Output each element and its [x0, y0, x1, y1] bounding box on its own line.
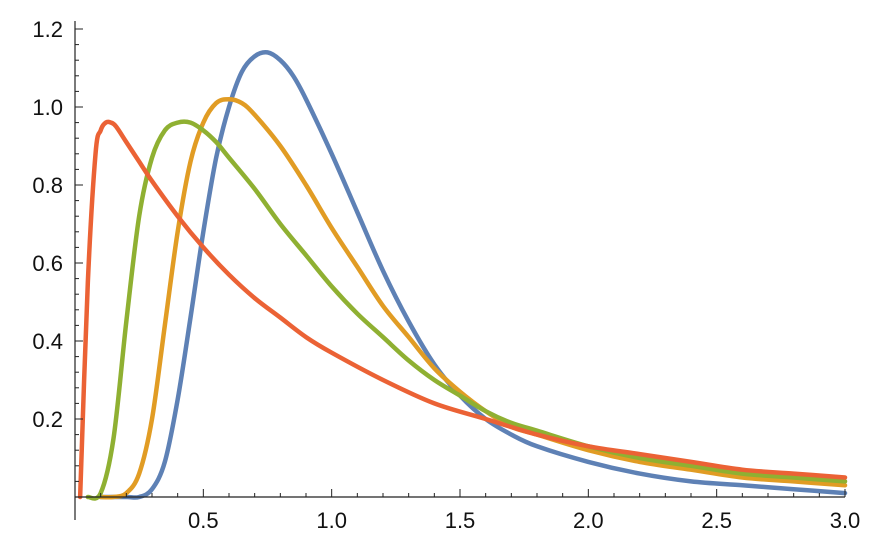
x-tick-label: 0.5 [188, 508, 219, 533]
y-tick-label: 0.2 [32, 407, 63, 432]
series-line-2 [98, 96, 848, 500]
tick-labels-layer: 0.5 1.0 1.5 2.0 2.5 3.0 0.2 0.4 0.6 0.8 1.0 1.2 [32, 17, 860, 533]
x-tick-label: 2.0 [573, 508, 604, 533]
ticks-layer [75, 28, 846, 497]
series-line-1 [98, 49, 848, 500]
axes-layer [74, 21, 845, 520]
series-line-3 [85, 119, 848, 501]
x-tick-label: 1.5 [445, 508, 476, 533]
y-tick-label: 0.6 [32, 251, 63, 276]
series-line-4 [77, 119, 848, 500]
series-layer [77, 49, 848, 501]
y-tick-label: 1.2 [32, 17, 63, 42]
y-tick-label: 0.8 [32, 173, 63, 198]
y-tick-label: 0.4 [32, 329, 63, 354]
y-tick-label: 1.0 [32, 95, 63, 120]
x-tick-label: 1.0 [316, 508, 347, 533]
x-tick-label: 2.5 [701, 508, 732, 533]
x-tick-label: 3.0 [830, 508, 861, 533]
